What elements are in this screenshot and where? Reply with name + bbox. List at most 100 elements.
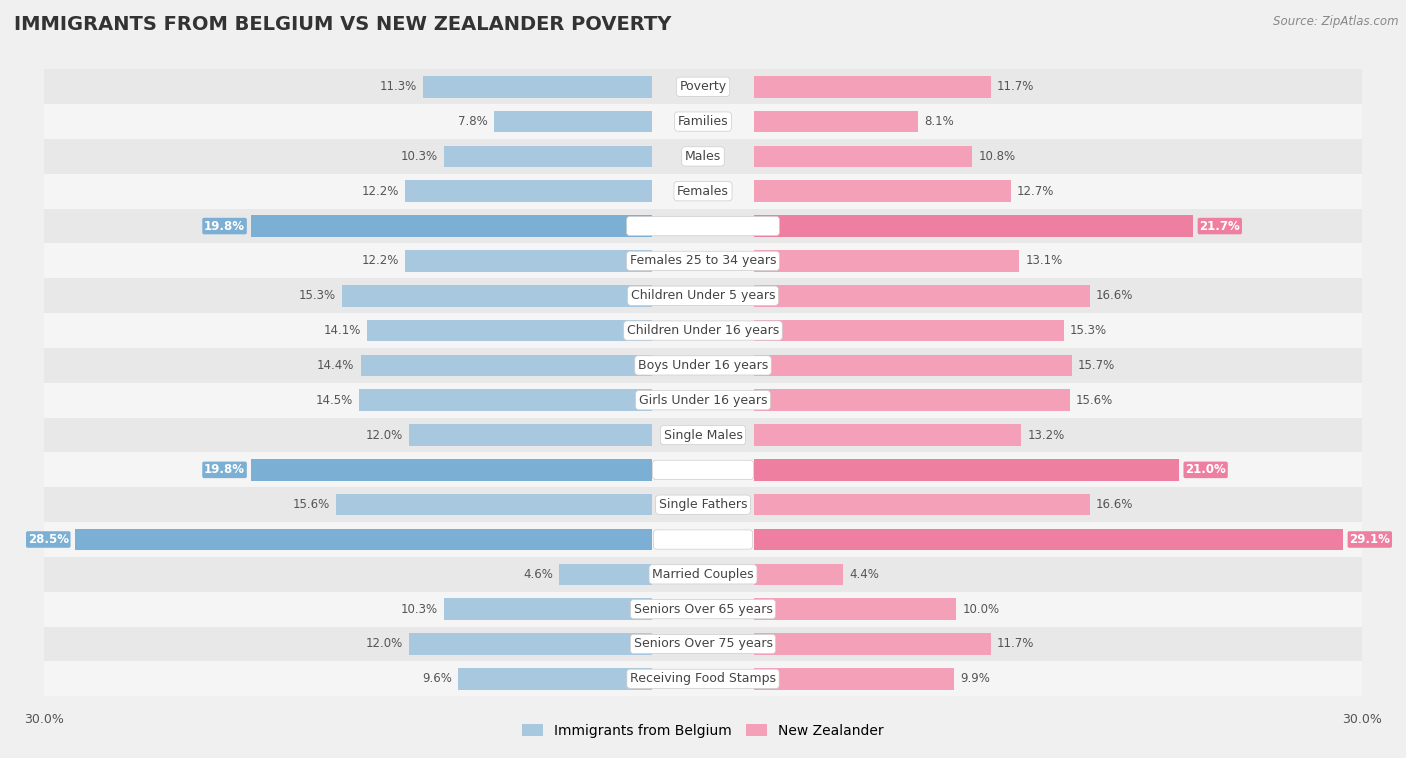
Text: 11.3%: 11.3% (380, 80, 418, 93)
Text: 16.6%: 16.6% (1097, 290, 1133, 302)
Bar (367, 320, 652, 341)
Bar (458, 668, 652, 690)
Text: 9.9%: 9.9% (960, 672, 990, 685)
Text: 13.2%: 13.2% (1028, 428, 1064, 441)
Text: 13.1%: 13.1% (1025, 255, 1063, 268)
Bar (359, 390, 652, 411)
Text: Females: Females (678, 185, 728, 198)
Text: Females 25 to 34 years: Females 25 to 34 years (630, 255, 776, 268)
Text: IMMIGRANTS FROM BELGIUM VS NEW ZEALANDER POVERTY: IMMIGRANTS FROM BELGIUM VS NEW ZEALANDER… (14, 15, 672, 34)
Text: 14.5%: 14.5% (315, 393, 353, 407)
Bar (444, 146, 652, 168)
Text: 10.3%: 10.3% (401, 150, 437, 163)
Text: 21.0%: 21.0% (1185, 463, 1226, 476)
Bar (360, 355, 652, 376)
Bar (45, 174, 1361, 208)
Text: 12.0%: 12.0% (366, 637, 404, 650)
Bar (754, 494, 1090, 515)
Bar (45, 557, 1361, 592)
Text: 15.7%: 15.7% (1078, 359, 1115, 372)
Bar (495, 111, 652, 133)
Bar (754, 355, 1071, 376)
Bar (336, 494, 652, 515)
Bar (754, 459, 1180, 481)
Text: 10.8%: 10.8% (979, 150, 1015, 163)
Text: 15.6%: 15.6% (292, 498, 330, 511)
Bar (45, 278, 1361, 313)
Bar (409, 424, 652, 446)
Text: 12.2%: 12.2% (361, 185, 399, 198)
Text: Source: ZipAtlas.com: Source: ZipAtlas.com (1274, 15, 1399, 28)
Bar (754, 250, 1019, 271)
Text: Seniors Over 65 years: Seniors Over 65 years (634, 603, 772, 615)
Text: 28.5%: 28.5% (28, 533, 69, 546)
Bar (45, 69, 1361, 104)
Text: 8.1%: 8.1% (924, 115, 953, 128)
Bar (45, 313, 1361, 348)
Bar (560, 563, 652, 585)
Bar (45, 662, 1361, 697)
Text: Children Under 16 years: Children Under 16 years (627, 324, 779, 337)
Text: 29.1%: 29.1% (1350, 533, 1391, 546)
Text: Poverty: Poverty (679, 80, 727, 93)
Legend: Immigrants from Belgium, New Zealander: Immigrants from Belgium, New Zealander (517, 718, 889, 743)
Bar (405, 250, 652, 271)
Text: 15.6%: 15.6% (1076, 393, 1114, 407)
Bar (754, 529, 1343, 550)
Bar (45, 453, 1361, 487)
Text: Children Under 5 years: Children Under 5 years (631, 290, 775, 302)
Text: 9.6%: 9.6% (422, 672, 451, 685)
Bar (45, 627, 1361, 662)
Text: 19.8%: 19.8% (204, 463, 245, 476)
Bar (405, 180, 652, 202)
Bar (409, 633, 652, 655)
Text: Receiving Food Stamps: Receiving Food Stamps (630, 672, 776, 685)
Text: 21.7%: 21.7% (1199, 220, 1240, 233)
Text: Single Females: Single Females (655, 463, 751, 476)
Text: Married Couples: Married Couples (652, 568, 754, 581)
Bar (45, 348, 1361, 383)
Text: Males: Males (685, 150, 721, 163)
Text: 19.8%: 19.8% (204, 220, 245, 233)
Bar (423, 76, 652, 98)
Bar (45, 243, 1361, 278)
Text: Females 18 to 24 years: Females 18 to 24 years (630, 220, 776, 233)
Text: 14.1%: 14.1% (323, 324, 360, 337)
Text: 7.8%: 7.8% (458, 115, 488, 128)
Bar (754, 285, 1090, 306)
Text: 15.3%: 15.3% (1070, 324, 1107, 337)
Bar (75, 529, 652, 550)
Bar (754, 598, 956, 620)
Bar (754, 76, 991, 98)
Bar (754, 180, 1011, 202)
Bar (45, 104, 1361, 139)
Bar (252, 215, 652, 236)
Text: Boys Under 16 years: Boys Under 16 years (638, 359, 768, 372)
Text: 12.7%: 12.7% (1017, 185, 1054, 198)
Text: 11.7%: 11.7% (997, 80, 1035, 93)
Bar (342, 285, 652, 306)
Text: 11.7%: 11.7% (997, 637, 1035, 650)
Bar (754, 215, 1194, 236)
Bar (45, 487, 1361, 522)
Text: Single Mothers: Single Mothers (657, 533, 749, 546)
Bar (754, 320, 1064, 341)
Text: Single Males: Single Males (664, 428, 742, 441)
Text: Seniors Over 75 years: Seniors Over 75 years (634, 637, 772, 650)
Bar (754, 563, 842, 585)
Bar (754, 390, 1070, 411)
Bar (45, 139, 1361, 174)
Bar (45, 208, 1361, 243)
Text: 14.4%: 14.4% (318, 359, 354, 372)
Text: 4.4%: 4.4% (849, 568, 879, 581)
Bar (252, 459, 652, 481)
Bar (45, 418, 1361, 453)
Text: 12.2%: 12.2% (361, 255, 399, 268)
Text: 4.6%: 4.6% (523, 568, 553, 581)
Text: Single Fathers: Single Fathers (659, 498, 747, 511)
Text: Families: Families (678, 115, 728, 128)
Text: 16.6%: 16.6% (1097, 498, 1133, 511)
Text: 10.0%: 10.0% (962, 603, 1000, 615)
Text: 15.3%: 15.3% (299, 290, 336, 302)
Text: 12.0%: 12.0% (366, 428, 404, 441)
